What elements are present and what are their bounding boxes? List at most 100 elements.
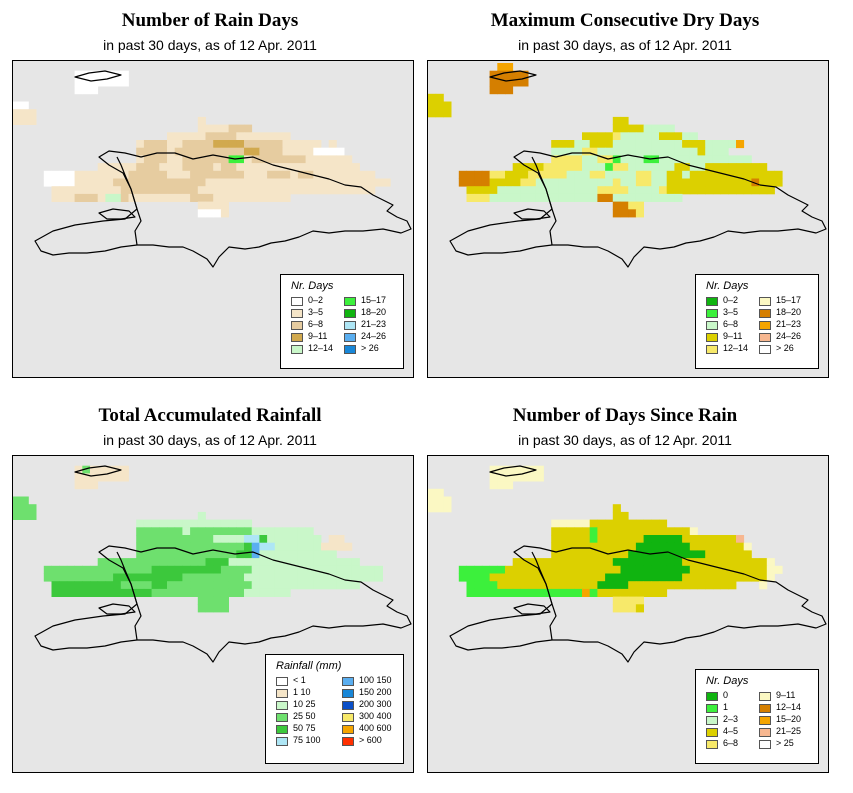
grid-cell [82, 78, 91, 87]
grid-cell [274, 535, 283, 544]
grid-cell [566, 178, 575, 187]
grid-cell [551, 140, 560, 149]
grid-cell [197, 170, 206, 179]
grid-cell [267, 147, 276, 156]
grid-cell [635, 550, 644, 559]
grid-cell [635, 186, 644, 195]
grid-cell [159, 573, 168, 582]
grid-cell [220, 542, 229, 551]
grid-cell [20, 101, 29, 110]
grid-cell [689, 147, 698, 156]
grid-cell [305, 147, 314, 156]
grid-cell [458, 573, 467, 582]
grid-cell [220, 178, 229, 187]
grid-cell [344, 170, 353, 179]
grid-cell [244, 124, 253, 133]
grid-cell [151, 186, 160, 195]
grid-cell [589, 178, 598, 187]
grid-cell [435, 93, 444, 102]
grid-cell [143, 163, 152, 172]
grid-cell [274, 186, 283, 195]
grid-cell [359, 573, 368, 582]
grid-cell [213, 535, 222, 544]
grid-cell [328, 535, 337, 544]
grid-cell [612, 550, 621, 559]
grid-cell [197, 596, 206, 605]
grid-cell [689, 186, 698, 195]
grid-cell [628, 170, 637, 179]
grid-cell [582, 542, 591, 551]
grid-cell [174, 573, 183, 582]
grid-cell [566, 535, 575, 544]
grid-cell [635, 527, 644, 536]
grid-cell [267, 186, 276, 195]
grid-cell [720, 163, 729, 172]
legend-swatch [344, 333, 356, 342]
grid-cell [228, 527, 237, 536]
grid-cell [336, 170, 345, 179]
grid-cell [635, 573, 644, 582]
grid-cell [321, 558, 330, 567]
grid-cell [228, 558, 237, 567]
grid-cell [228, 581, 237, 590]
grid-cell [228, 170, 237, 179]
grid-cell [682, 140, 691, 149]
grid-cell [20, 109, 29, 118]
grid-cell [20, 116, 29, 125]
grid-cell [720, 155, 729, 164]
legend-label: 15–17 [776, 295, 802, 305]
grid-cell [720, 170, 729, 179]
gonave-outline [513, 603, 551, 615]
grid-cell [305, 565, 314, 574]
grid-cell [305, 550, 314, 559]
grid-cell [28, 511, 37, 520]
grid-cell [435, 496, 444, 505]
grid-cell [489, 193, 498, 202]
grid-cell [612, 581, 621, 590]
legend-swatch [706, 704, 718, 713]
grid-cell [205, 573, 214, 582]
grid-cell [197, 124, 206, 133]
grid-cell [574, 573, 583, 582]
grid-cell [159, 550, 168, 559]
grid-cell [589, 550, 598, 559]
grid-cell [643, 193, 652, 202]
grid-cell [105, 193, 114, 202]
grid-cell [435, 109, 444, 118]
grid-cell [128, 193, 137, 202]
grid-cell [674, 565, 683, 574]
grid-cell [167, 170, 176, 179]
island-outline [449, 545, 827, 663]
grid-cell [620, 588, 629, 597]
grid-cell [635, 140, 644, 149]
grid-cell [597, 565, 606, 574]
grid-cell [651, 588, 660, 597]
grid-cell [520, 78, 529, 87]
grid-cell [612, 519, 621, 528]
grid-cell [105, 170, 114, 179]
legend-swatch [276, 689, 288, 698]
grid-cell [82, 473, 91, 482]
grid-cell [705, 558, 714, 567]
legend-swatch [276, 701, 288, 710]
grid-cell [213, 178, 222, 187]
grid-cell [497, 78, 506, 87]
grid-cell [697, 147, 706, 156]
grid-cell [728, 140, 737, 149]
grid-cell [182, 140, 191, 149]
country-border [116, 551, 142, 641]
grid-cell [597, 542, 606, 551]
grid-cell [551, 588, 560, 597]
grid-cell [82, 481, 91, 490]
grid-cell [151, 588, 160, 597]
grid-cell [282, 573, 291, 582]
grid-cell [213, 596, 222, 605]
grid-cell [712, 573, 721, 582]
grid-cell [267, 550, 276, 559]
grid-cell [66, 588, 75, 597]
legend-label: 10 25 [293, 699, 316, 709]
grid-cell [543, 565, 552, 574]
grid-cell [528, 186, 537, 195]
grid-cell [228, 588, 237, 597]
grid-cell [736, 186, 745, 195]
